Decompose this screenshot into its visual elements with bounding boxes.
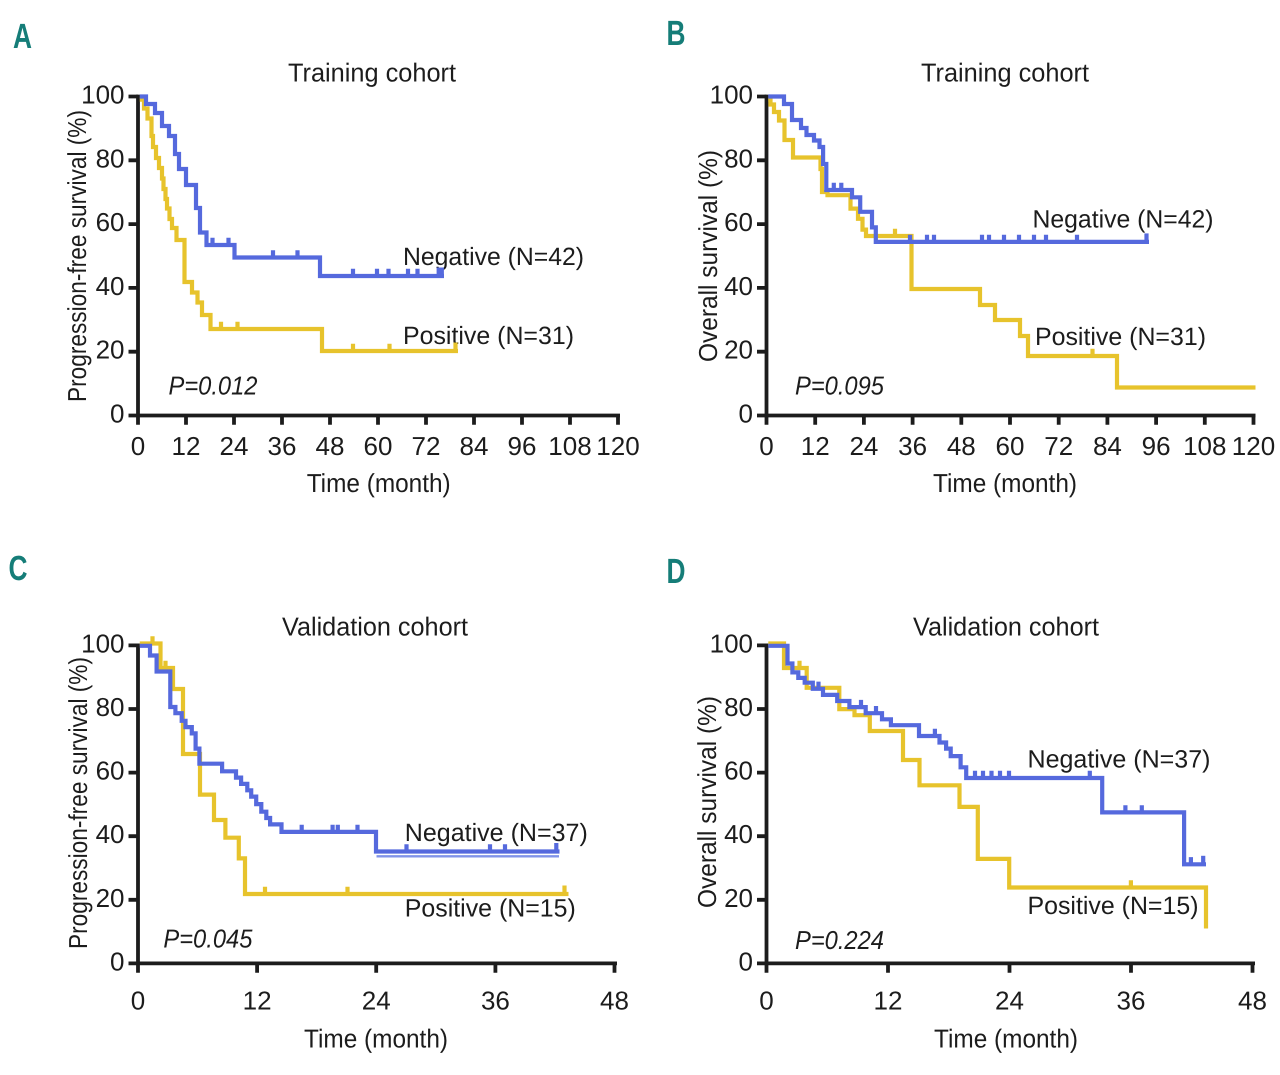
svg-text:100: 100: [81, 80, 124, 110]
svg-text:Positive (N=15): Positive (N=15): [1028, 892, 1199, 920]
svg-text:Negative (N=42): Negative (N=42): [403, 243, 584, 271]
svg-text:0: 0: [110, 946, 124, 976]
svg-text:0: 0: [759, 986, 773, 1016]
svg-text:36: 36: [268, 431, 297, 461]
svg-text:100: 100: [710, 628, 753, 658]
svg-text:Progression-free survival (%): Progression-free survival (%): [63, 657, 93, 949]
svg-text:Positive (N=31): Positive (N=31): [403, 322, 574, 350]
svg-text:P=0.224: P=0.224: [795, 925, 884, 955]
svg-text:60: 60: [724, 207, 753, 237]
svg-text:80: 80: [724, 692, 753, 722]
svg-text:Time (month): Time (month): [307, 468, 451, 498]
svg-text:100: 100: [81, 628, 124, 658]
svg-text:60: 60: [724, 756, 753, 786]
svg-text:20: 20: [96, 883, 125, 913]
svg-text:120: 120: [1232, 431, 1275, 461]
svg-text:0: 0: [739, 946, 753, 976]
svg-text:24: 24: [995, 986, 1024, 1016]
svg-text:20: 20: [724, 883, 753, 913]
svg-text:24: 24: [362, 986, 391, 1016]
svg-text:0: 0: [110, 399, 124, 429]
svg-text:96: 96: [508, 431, 537, 461]
svg-text:Time (month): Time (month): [304, 1024, 448, 1054]
svg-text:12: 12: [243, 986, 272, 1016]
svg-text:20: 20: [96, 335, 125, 365]
svg-text:60: 60: [96, 207, 125, 237]
svg-text:D: D: [667, 552, 686, 591]
svg-text:Overall survival (%): Overall survival (%): [693, 150, 723, 362]
svg-text:36: 36: [1117, 986, 1146, 1016]
svg-text:Positive (N=31): Positive (N=31): [1035, 323, 1206, 351]
svg-text:20: 20: [724, 335, 753, 365]
svg-text:Time (month): Time (month): [934, 1024, 1078, 1054]
svg-text:40: 40: [724, 819, 753, 849]
svg-text:12: 12: [172, 431, 201, 461]
svg-text:40: 40: [96, 271, 125, 301]
svg-text:48: 48: [947, 431, 976, 461]
svg-text:Validation cohort: Validation cohort: [282, 612, 469, 642]
svg-text:Negative (N=42): Negative (N=42): [1033, 206, 1214, 234]
svg-text:0: 0: [759, 431, 773, 461]
svg-text:24: 24: [220, 431, 249, 461]
svg-text:P=0.045: P=0.045: [163, 924, 252, 954]
svg-text:84: 84: [460, 431, 489, 461]
svg-text:P=0.012: P=0.012: [169, 371, 258, 401]
svg-text:24: 24: [849, 431, 878, 461]
svg-text:120: 120: [596, 431, 639, 461]
svg-text:36: 36: [898, 431, 927, 461]
svg-text:Negative (N=37): Negative (N=37): [1028, 746, 1211, 774]
svg-text:0: 0: [131, 986, 145, 1016]
svg-text:Overall survival (%): Overall survival (%): [692, 696, 722, 908]
svg-text:100: 100: [710, 80, 753, 110]
svg-text:P=0.095: P=0.095: [795, 371, 884, 401]
svg-text:Progression-free survival (%): Progression-free survival (%): [62, 110, 92, 402]
svg-text:96: 96: [1142, 431, 1171, 461]
svg-text:12: 12: [874, 986, 903, 1016]
svg-text:80: 80: [96, 692, 125, 722]
svg-text:80: 80: [724, 143, 753, 173]
svg-text:12: 12: [801, 431, 830, 461]
svg-text:60: 60: [996, 431, 1025, 461]
svg-text:60: 60: [364, 431, 393, 461]
svg-text:Training cohort: Training cohort: [288, 58, 457, 88]
svg-text:48: 48: [316, 431, 345, 461]
svg-text:84: 84: [1093, 431, 1122, 461]
svg-text:72: 72: [412, 431, 441, 461]
svg-text:36: 36: [481, 986, 510, 1016]
svg-text:A: A: [13, 17, 32, 56]
svg-text:0: 0: [739, 399, 753, 429]
svg-text:Positive (N=15): Positive (N=15): [405, 895, 576, 923]
svg-text:108: 108: [548, 431, 591, 461]
svg-text:108: 108: [1183, 431, 1226, 461]
svg-text:Negative (N=37): Negative (N=37): [405, 819, 588, 847]
svg-text:40: 40: [96, 819, 125, 849]
svg-text:B: B: [667, 14, 686, 53]
svg-text:Training cohort: Training cohort: [921, 58, 1090, 88]
svg-text:Time (month): Time (month): [933, 468, 1077, 498]
svg-text:80: 80: [96, 143, 125, 173]
svg-text:0: 0: [131, 431, 145, 461]
svg-text:60: 60: [96, 756, 125, 786]
svg-text:48: 48: [1238, 986, 1267, 1016]
svg-text:C: C: [9, 549, 28, 588]
svg-text:Validation cohort: Validation cohort: [913, 612, 1100, 642]
svg-text:40: 40: [724, 271, 753, 301]
svg-text:72: 72: [1044, 431, 1073, 461]
svg-text:48: 48: [600, 986, 629, 1016]
